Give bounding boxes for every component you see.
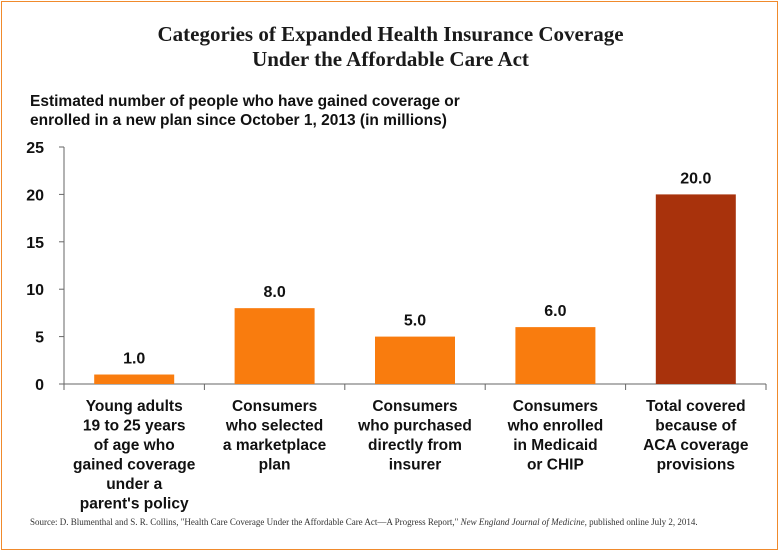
y-tick-label: 15 [26, 235, 44, 252]
chart-title: Categories of Expanded Health Insurance … [0, 22, 781, 72]
category-label-line: a marketplace [223, 437, 327, 454]
category-label-line: directly from [368, 437, 462, 454]
category-label-line: Consumers [513, 398, 598, 415]
category-label-line: 19 to 25 years [83, 418, 186, 435]
category-label-line: Consumers [232, 398, 317, 415]
data-label: 8.0 [263, 284, 285, 301]
category-label-line: ACA coverage [643, 437, 749, 454]
y-tick-label: 10 [26, 282, 44, 299]
y-tick-label: 25 [26, 140, 44, 157]
title-line-2: Under the Affordable Care Act [252, 47, 529, 71]
category-label-line: parent's policy [80, 496, 189, 513]
category-label-line: or CHIP [527, 457, 584, 474]
category-label-line: who selected [225, 418, 323, 435]
category-label: Consumers who enrolled in Medicaid or CHIP [507, 398, 604, 474]
source-prefix: Source: D. Blumenthal and S. R. Collins,… [30, 517, 459, 527]
y-tick-label: 5 [35, 330, 44, 347]
category-label-line: who purchased [357, 418, 472, 435]
title-line-1: Categories of Expanded Health Insurance … [157, 22, 624, 46]
category-label-line: insurer [389, 457, 442, 474]
category-label-line: gained coverage [73, 457, 196, 474]
category-label-line: Young adults [86, 398, 183, 415]
category-label-line: of age who [94, 437, 175, 454]
data-label: 6.0 [544, 303, 566, 320]
data-label: 1.0 [123, 351, 145, 368]
source-journal: New England Journal of Medicine, [460, 517, 587, 527]
subtitle-line-1: Estimated number of people who have gain… [30, 93, 460, 110]
category-label-line: who enrolled [507, 418, 604, 435]
bar [234, 308, 315, 384]
category-label: Consumers who purchased directly from insur… [357, 398, 472, 474]
category-label-line: in Medicaid [513, 437, 597, 454]
bar [375, 336, 455, 384]
data-label: 20.0 [680, 170, 711, 187]
category-label-line: under a [106, 476, 162, 493]
source-suffix: published online July 2, 2014. [589, 517, 698, 527]
category-label-line: Total covered [646, 398, 746, 415]
subtitle-line-2: enrolled in a new plan since October 1, … [30, 112, 447, 129]
source-note: Source: D. Blumenthal and S. R. Collins,… [30, 517, 750, 528]
chart-subtitle: Estimated number of people who have gain… [30, 92, 460, 130]
category-label-line: provisions [657, 457, 735, 474]
y-tick-label: 20 [26, 187, 44, 204]
category-label-line: plan [259, 457, 291, 474]
category-label-line: because of [655, 418, 737, 435]
category-label: Young adults 19 to 25 years of age who gain… [73, 398, 196, 513]
bar [94, 374, 175, 384]
category-label: Total covered because of ACA coverage provi… [643, 398, 749, 474]
data-label: 5.0 [404, 313, 426, 330]
category-label: Consumers who selected a marketplace plan [223, 398, 327, 474]
bar [655, 194, 736, 384]
bar [515, 327, 596, 384]
y-tick-label: 0 [35, 377, 44, 394]
category-label-line: Consumers [372, 398, 457, 415]
